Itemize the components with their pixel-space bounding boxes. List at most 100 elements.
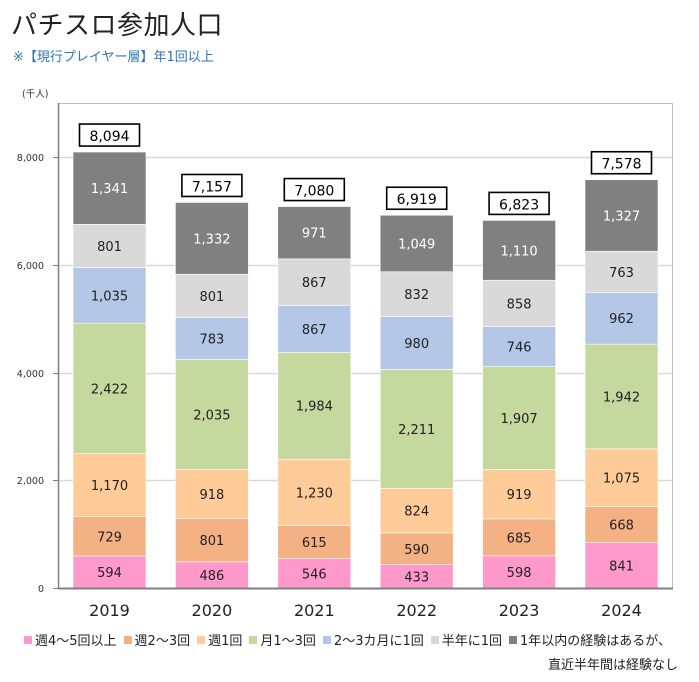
- segment-value-label: 546: [302, 567, 327, 582]
- segment-value-label: 685: [507, 531, 532, 546]
- y-tick-label: 2,000: [17, 476, 44, 487]
- total-value-label: 6,823: [499, 197, 539, 213]
- bar-segment: [72, 516, 147, 557]
- bar-segment: [175, 273, 249, 318]
- bar-segment: [72, 151, 147, 225]
- bar-segment: [584, 506, 659, 543]
- legend-label: 週4～5回以上: [35, 634, 117, 649]
- segment-value-label: 615: [302, 536, 327, 551]
- bar-segment: [277, 351, 352, 460]
- bar-segment: [482, 220, 556, 281]
- segment-value-label: 598: [507, 566, 532, 581]
- x-tick-label: 2022: [396, 601, 437, 620]
- segment-value-label: 1,907: [500, 412, 537, 427]
- total-value-label: 8,094: [89, 129, 129, 145]
- legend-label: 1年以内の経験はあるが、: [520, 634, 672, 649]
- bar-segment: [175, 202, 249, 275]
- segment-value-label: 594: [97, 566, 122, 581]
- total-value-label: 7,080: [294, 184, 334, 200]
- segment-value-label: 841: [609, 559, 634, 574]
- segment-value-label: 783: [199, 332, 224, 347]
- bar-segment: [277, 458, 352, 526]
- bar-segment: [482, 279, 556, 327]
- bar-segment: [175, 468, 249, 519]
- x-tick-label: 2023: [499, 601, 540, 620]
- bar-segment: [277, 558, 352, 589]
- segment-value-label: 1,984: [296, 400, 333, 415]
- segment-value-label: 918: [199, 488, 224, 503]
- total-label-box: [181, 173, 243, 198]
- bar-segment: [584, 343, 659, 450]
- total-label-box: [488, 191, 550, 216]
- y-tick-label: 4,000: [17, 369, 44, 380]
- y-axis-unit-label: (千人): [22, 89, 49, 100]
- legend-swatch: [509, 636, 518, 644]
- bar-segment: [72, 223, 147, 268]
- bar-segment: [175, 561, 249, 589]
- segment-value-label: 801: [97, 240, 122, 255]
- legend-item: 週4～5回以上: [24, 630, 117, 649]
- legend-swatch: [123, 636, 132, 644]
- legend-item: 半年に1回: [430, 630, 503, 649]
- segment-value-label: 746: [507, 341, 532, 356]
- segment-value-label: 486: [199, 569, 224, 584]
- segment-value-label: 962: [609, 312, 634, 327]
- total-label-box: [590, 150, 653, 175]
- bar-segment: [277, 206, 352, 260]
- bar-segment: [482, 326, 556, 367]
- legend-swatch: [322, 636, 331, 644]
- bar-segment: [379, 532, 454, 565]
- bar-segment: [277, 305, 352, 353]
- plot-frame: [58, 103, 673, 589]
- segment-value-label: 729: [97, 530, 122, 545]
- segment-value-label: 867: [302, 276, 327, 291]
- segment-value-label: 1,332: [193, 232, 230, 247]
- legend-item: 月1～3回: [249, 630, 316, 649]
- segment-value-label: 824: [404, 505, 429, 520]
- legend-item: 週1回: [197, 630, 242, 649]
- segment-value-label: 668: [609, 519, 634, 534]
- legend-swatch: [430, 636, 439, 644]
- segment-value-label: 919: [507, 488, 532, 503]
- segment-value-label: 433: [404, 570, 429, 585]
- total-label-box: [385, 186, 448, 211]
- segment-value-label: 763: [609, 266, 634, 281]
- bar-segment: [482, 366, 556, 470]
- bar-segment: [72, 322, 147, 454]
- legend-label: 週2～3回: [134, 634, 191, 649]
- segment-value-label: 1,327: [603, 209, 640, 224]
- bar-segment: [175, 518, 249, 563]
- segment-value-label: 1,230: [296, 486, 333, 501]
- legend-label: 半年に1回: [441, 634, 503, 649]
- legend-item: 1年以内の経験はあるが、: [509, 630, 671, 649]
- legend-label: 月1～3回: [260, 634, 316, 649]
- bar-segment: [277, 258, 352, 306]
- y-tick-label: 0: [38, 584, 44, 595]
- bar-segment: [379, 488, 454, 534]
- segment-value-label: 980: [404, 337, 429, 352]
- total-value-label: 6,919: [397, 192, 437, 208]
- stacked-bar-chart: 0 2,000 4,000 6,000 8,000 594 729 1,170 2,422 1,…: [17, 103, 673, 620]
- bar-segment: [584, 292, 659, 345]
- segment-value-label: 590: [404, 543, 429, 558]
- segment-value-label: 801: [199, 290, 224, 305]
- segment-value-label: 858: [507, 297, 532, 312]
- bar-segment: [482, 469, 556, 520]
- subtitle: ※【現行プレイヤー層】年1回以上: [13, 50, 214, 65]
- y-tick-label: 8,000: [17, 153, 44, 164]
- segment-value-label: 801: [199, 534, 224, 549]
- segment-value-label: 1,075: [603, 472, 640, 487]
- bar-segment: [584, 448, 659, 508]
- bar-segment: [379, 214, 454, 273]
- segment-value-label: 2,211: [398, 423, 435, 438]
- segment-value-label: 2,422: [91, 382, 128, 397]
- segment-value-label: 1,110: [500, 244, 537, 259]
- bar-segment: [72, 267, 147, 324]
- x-tick-label: 2019: [89, 601, 130, 620]
- total-value-label: 7,578: [601, 157, 641, 173]
- legend-swatch: [249, 636, 258, 644]
- legend-label-continuation: 直近半年間は経験なし: [547, 658, 678, 673]
- legend: 週4～5回以上 週2～3回 週1回 月1～3回 2～3カ月に1回 半年に1回 1年以内の経験…: [24, 630, 694, 673]
- segment-value-label: 2,035: [193, 408, 230, 423]
- segment-value-label: 1,049: [398, 237, 435, 252]
